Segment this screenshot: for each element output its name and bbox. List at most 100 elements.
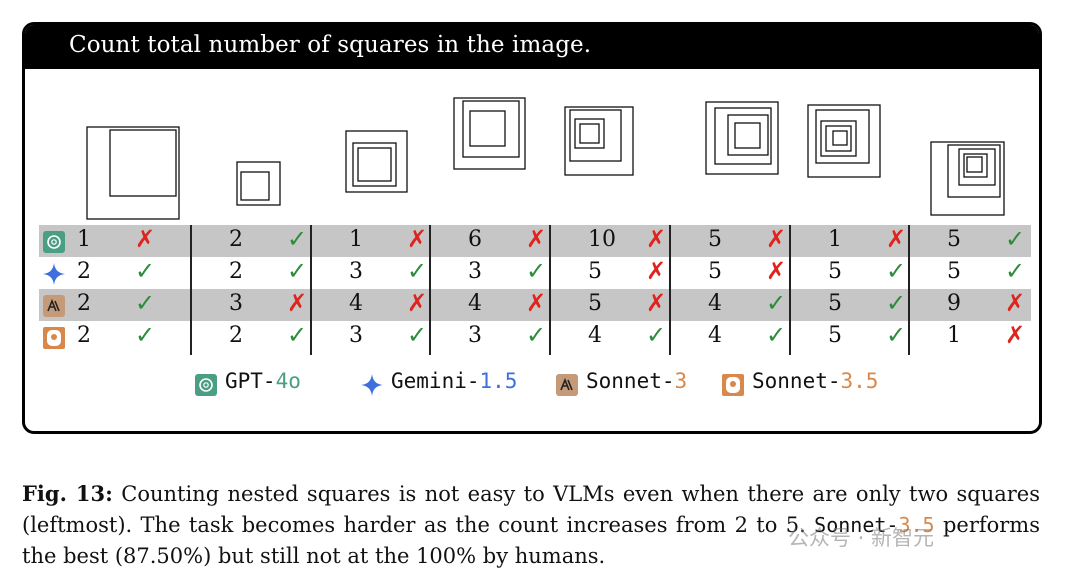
legend-gpt4o-base: GPT-: [225, 369, 276, 393]
square: [345, 130, 408, 193]
wrong-cross-icon: ✗: [407, 289, 428, 317]
square: [236, 161, 281, 206]
column-divider: [669, 225, 671, 355]
square: [815, 109, 870, 164]
nested-squares-group-1: [86, 126, 180, 220]
square: [109, 129, 177, 197]
square: [453, 97, 526, 170]
caption-model-version: 3.5: [898, 513, 935, 537]
caption-model-base: Sonnet-: [814, 513, 899, 537]
column-divider: [549, 225, 551, 355]
count-value: 4: [708, 291, 722, 316]
square: [947, 144, 1001, 198]
count-value: 4: [349, 291, 363, 316]
square: [462, 100, 520, 158]
count-value: 3: [468, 323, 482, 348]
square: [564, 106, 634, 176]
count-value: 5: [588, 259, 602, 284]
count-value: 2: [77, 291, 91, 316]
legend-sonnet3-version: 3: [674, 369, 688, 393]
square: [963, 153, 988, 178]
count-value: 4: [708, 323, 722, 348]
anthropic-logo-icon: [43, 295, 65, 317]
legend-gemini15-version: 1.5: [479, 369, 518, 393]
count-value: 2: [77, 259, 91, 284]
square: [352, 142, 397, 187]
correct-check-icon: ✓: [886, 321, 907, 349]
gemini-star-icon: [361, 374, 383, 396]
claude-head-icon: [722, 374, 744, 396]
results-table: 1 ✗ 2 ✓ 1 ✗ 6 ✗ 10 ✗ 5 ✗ 1 ✗ 5 ✓ 2 ✓ 2 ✓ 3 ✓ 3 ✓ 5 ✗ 5 ✗ 5 ✓ 5 ✓ 2 ✓ 3 ✗ 4 ✗ 4…: [39, 225, 1031, 355]
count-value: 9: [947, 291, 961, 316]
panel-title: Count total number of squares in the ima…: [69, 32, 592, 58]
square: [820, 120, 857, 157]
wrong-cross-icon: ✗: [135, 225, 156, 253]
correct-check-icon: ✓: [526, 321, 547, 349]
count-value: 5: [708, 259, 722, 284]
square: [832, 130, 848, 146]
correct-check-icon: ✓: [287, 225, 308, 253]
count-value: 3: [468, 259, 482, 284]
square: [930, 141, 1005, 216]
correct-check-icon: ✓: [1005, 225, 1026, 253]
column-divider: [310, 225, 312, 355]
count-value: 5: [828, 291, 842, 316]
correct-check-icon: ✓: [287, 321, 308, 349]
wrong-cross-icon: ✗: [526, 289, 547, 317]
legend-sonnet35-version: 3.5: [840, 369, 879, 393]
count-value: 1: [77, 227, 91, 252]
nested-squares-group-3: [345, 130, 408, 193]
square: [240, 171, 270, 201]
count-value: 3: [349, 259, 363, 284]
table-row-sonnet35: 2 ✓ 2 ✓ 3 ✓ 3 ✓ 4 ✓ 4 ✓ 5 ✓ 1 ✗: [39, 321, 1031, 353]
wrong-cross-icon: ✗: [526, 225, 547, 253]
wrong-cross-icon: ✗: [407, 225, 428, 253]
square: [86, 126, 180, 220]
count-value: 1: [828, 227, 842, 252]
count-value: 4: [468, 291, 482, 316]
column-divider: [908, 225, 910, 355]
square: [705, 101, 779, 175]
count-value: 5: [588, 291, 602, 316]
table-row-sonnet3: 2 ✓ 3 ✗ 4 ✗ 4 ✗ 5 ✗ 4 ✓ 5 ✓ 9 ✗: [39, 289, 1031, 321]
count-value: 2: [229, 259, 243, 284]
legend-sonnet35-base: Sonnet-: [752, 369, 841, 393]
wrong-cross-icon: ✗: [646, 257, 667, 285]
count-value: 2: [77, 323, 91, 348]
count-value: 5: [947, 227, 961, 252]
wrong-cross-icon: ✗: [646, 225, 667, 253]
count-value: 2: [229, 323, 243, 348]
nested-squares-group-8: [930, 141, 1005, 216]
correct-check-icon: ✓: [407, 321, 428, 349]
nested-squares-group-2: [236, 161, 281, 206]
caption-fig-label: Fig. 13:: [22, 481, 113, 506]
column-divider: [789, 225, 791, 355]
legend-gpt4o-version: 4o: [275, 369, 301, 393]
square: [574, 118, 605, 149]
caption-text-1: Counting nested squares is not easy to V…: [22, 482, 1040, 537]
nested-squares-group-4: [453, 97, 526, 170]
count-value: 1: [349, 227, 363, 252]
count-value: 4: [588, 323, 602, 348]
wrong-cross-icon: ✗: [287, 289, 308, 317]
correct-check-icon: ✓: [135, 289, 156, 317]
correct-check-icon: ✓: [766, 321, 787, 349]
wrong-cross-icon: ✗: [886, 225, 907, 253]
count-value: 3: [229, 291, 243, 316]
figure-caption: Fig. 13: Counting nested squares is not …: [22, 478, 1040, 572]
square: [807, 104, 881, 178]
wrong-cross-icon: ✗: [1005, 289, 1026, 317]
legend-gemini15-base: Gemini-: [391, 369, 480, 393]
count-value: 5: [947, 259, 961, 284]
correct-check-icon: ✓: [886, 289, 907, 317]
nested-squares-illustrations: [86, 97, 1005, 220]
nested-squares-group-5: [564, 106, 634, 176]
openai-logo-icon: [43, 231, 65, 253]
correct-check-icon: ✓: [135, 321, 156, 349]
correct-check-icon: ✓: [287, 257, 308, 285]
table-row-gpt4o: 1 ✗ 2 ✓ 1 ✗ 6 ✗ 10 ✗ 5 ✗ 1 ✗ 5 ✓: [39, 225, 1031, 257]
count-value: 2: [229, 227, 243, 252]
square: [469, 110, 506, 147]
nested-squares-group-7: [807, 104, 881, 178]
correct-check-icon: ✓: [646, 321, 667, 349]
